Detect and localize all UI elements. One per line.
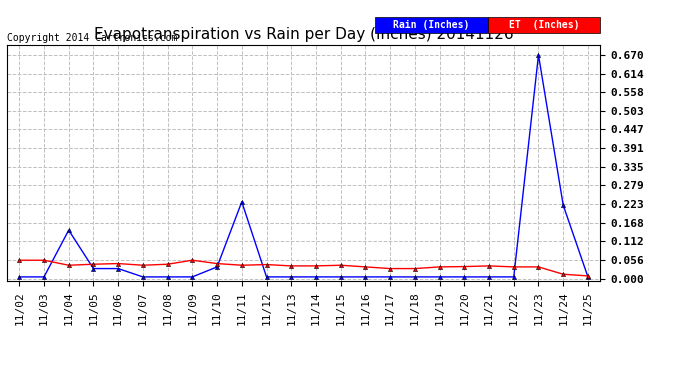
FancyBboxPatch shape xyxy=(488,16,600,33)
FancyBboxPatch shape xyxy=(375,16,488,33)
Text: Copyright 2014 Cartronics.com: Copyright 2014 Cartronics.com xyxy=(7,33,177,43)
Title: Evapotranspiration vs Rain per Day (Inches) 20141126: Evapotranspiration vs Rain per Day (Inch… xyxy=(94,27,513,42)
Text: ET  (Inches): ET (Inches) xyxy=(509,20,579,30)
Text: Rain (Inches): Rain (Inches) xyxy=(393,20,469,30)
